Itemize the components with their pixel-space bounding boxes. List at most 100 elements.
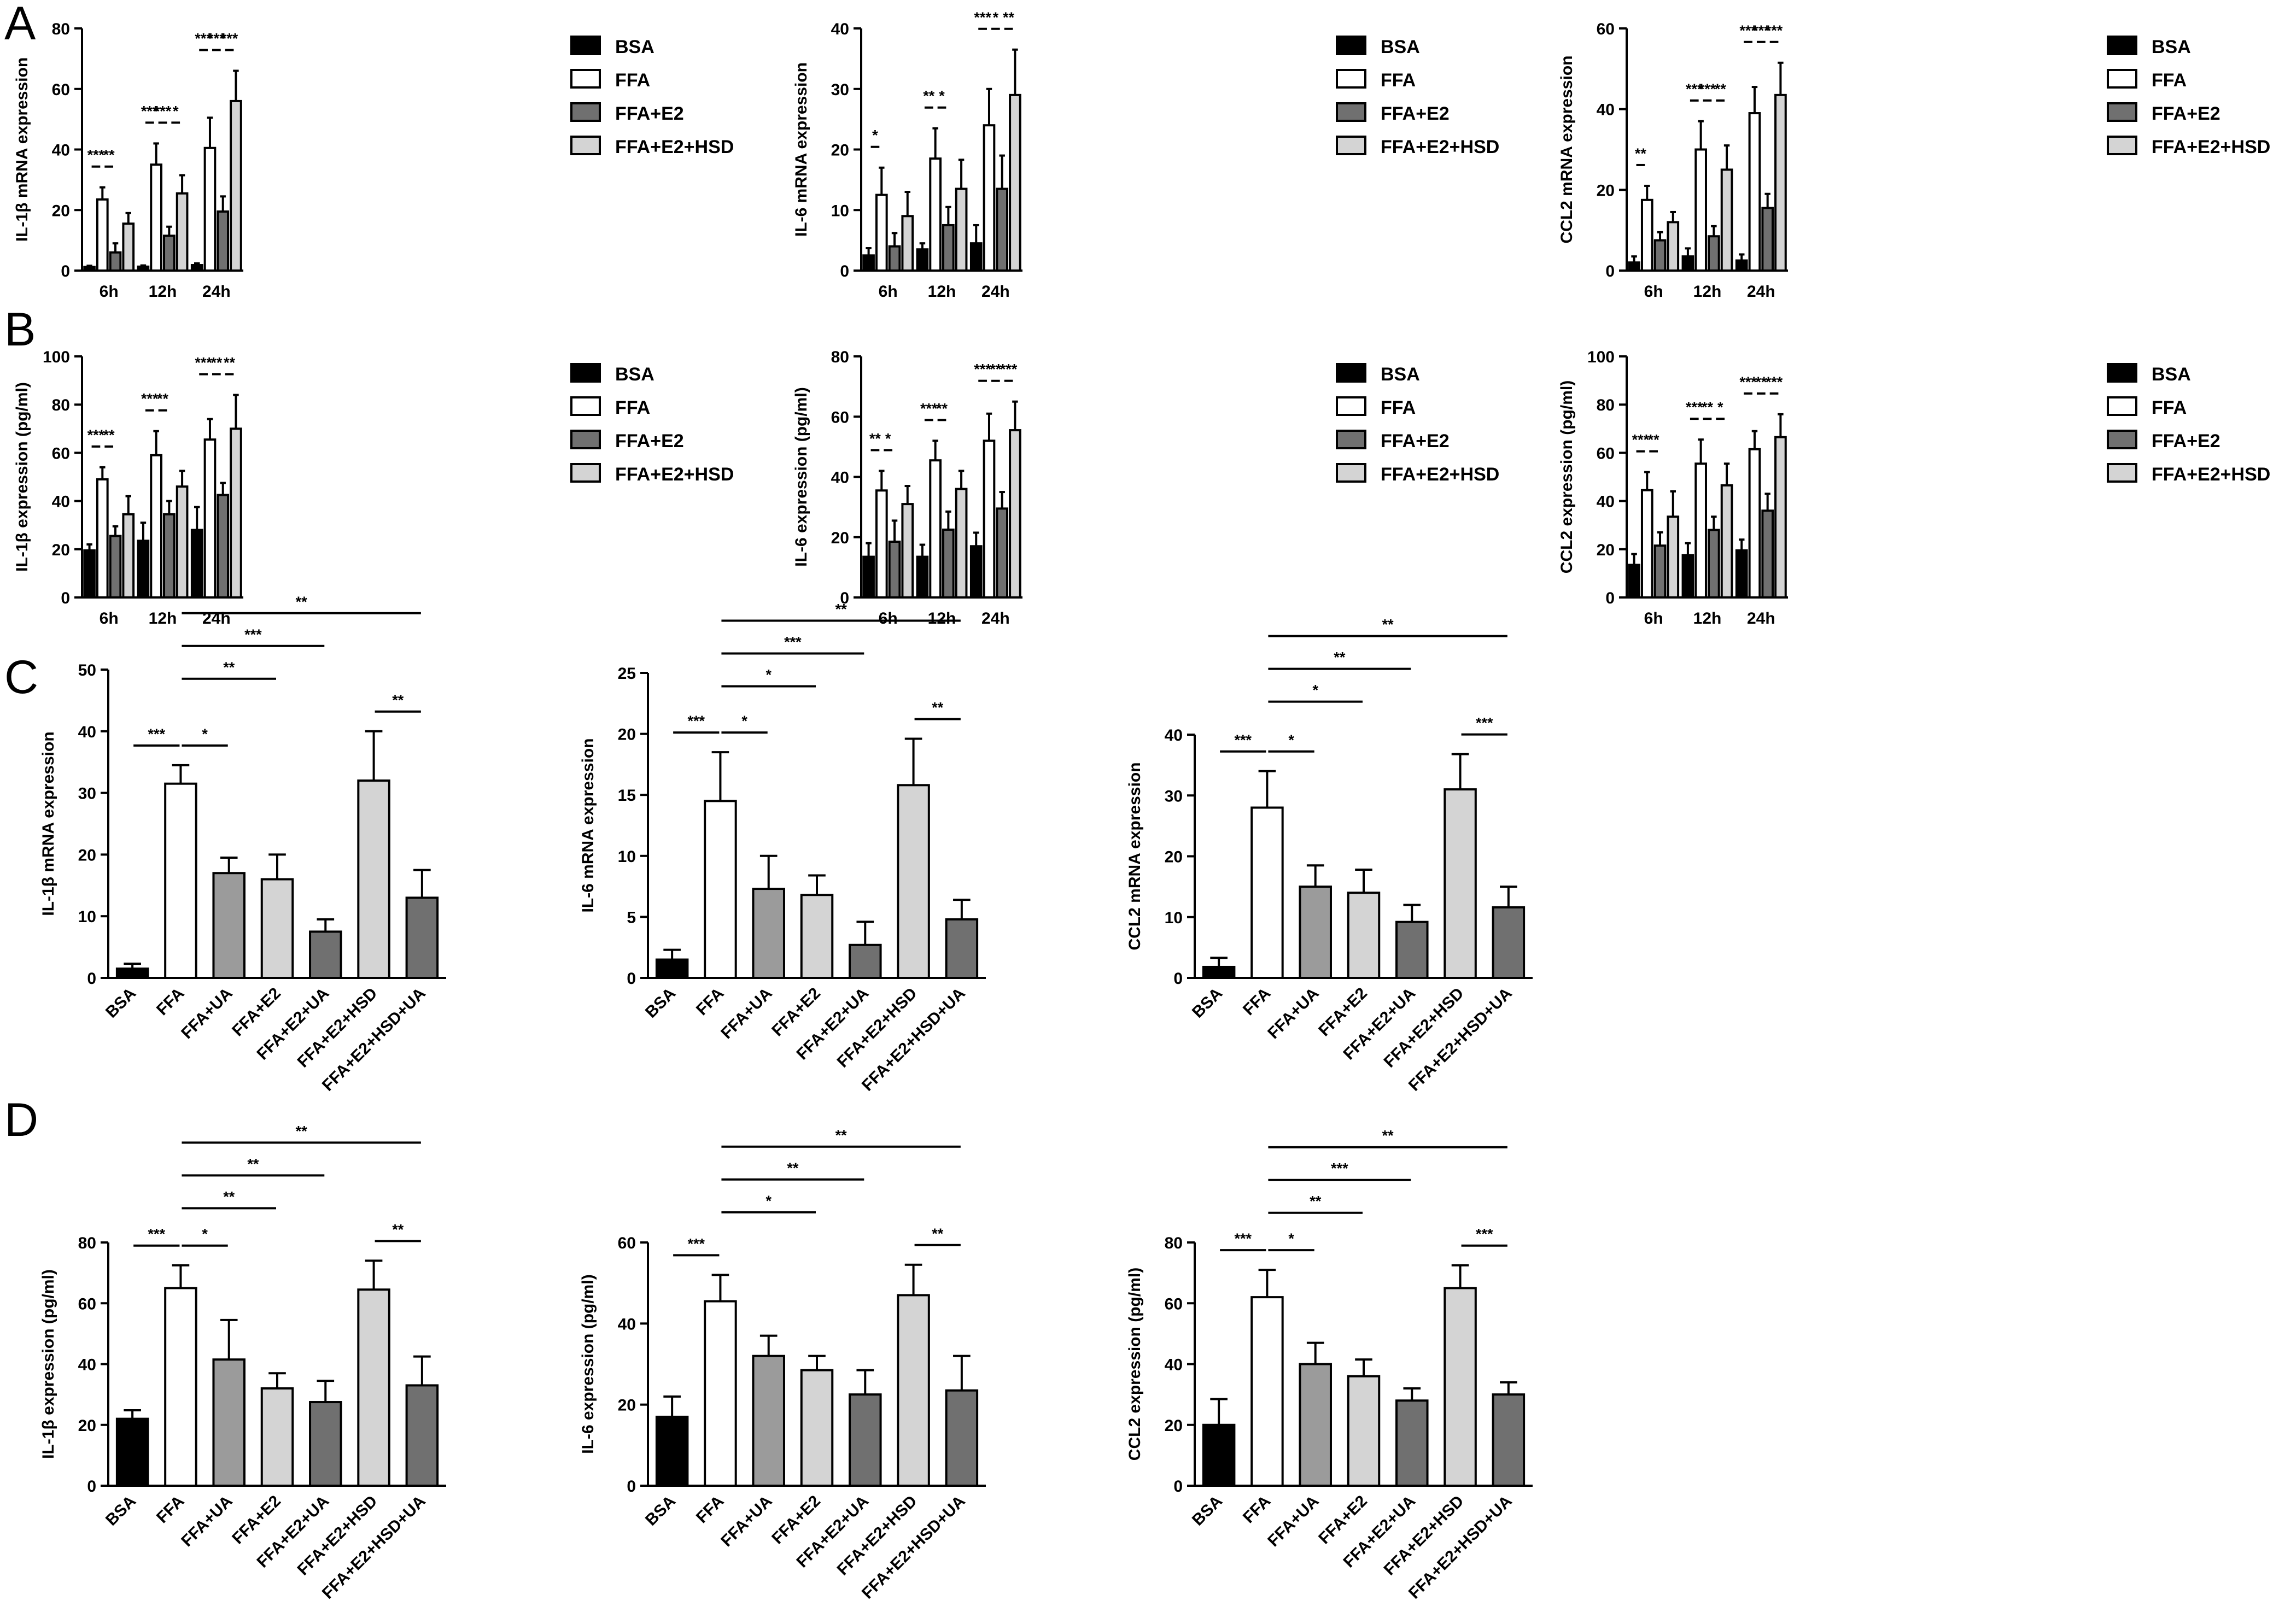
bar [875, 489, 888, 599]
legend-swatch [570, 363, 601, 383]
legend-swatch [1336, 69, 1366, 89]
legend-label: FFA+E2+HSD [2152, 464, 2270, 485]
legend-swatch [2107, 69, 2137, 89]
y-tick-label: 10 [1165, 909, 1183, 927]
x-tick-label: FFA+UA [717, 984, 775, 1042]
significance-label: ** [223, 1188, 235, 1205]
chart-d1: 0 20 40 60 80 IL-1β expression (pg/ml) BSA FFAF… [39, 1123, 446, 1603]
significance-label: *** [974, 361, 991, 378]
y-axis-title: IL-1β expression (pg/ml) [39, 1269, 57, 1459]
bar [969, 545, 983, 599]
y-tick-label: 40 [78, 723, 96, 741]
significance-label: *** [784, 634, 802, 650]
bar [190, 529, 203, 599]
legend-swatch [1336, 463, 1366, 483]
bar [1653, 544, 1667, 599]
bar [901, 215, 914, 272]
legend-swatch [570, 396, 601, 416]
bar [164, 1287, 197, 1487]
significance-label: ** [1382, 617, 1394, 633]
legend-label: FFA+E2+HSD [2152, 137, 2270, 157]
bar [109, 251, 122, 272]
y-tick-label: 20 [1165, 1417, 1183, 1435]
y-tick-label: 20 [831, 529, 849, 547]
y-tick-label: 40 [1597, 101, 1615, 119]
legend-swatch [2107, 102, 2137, 122]
y-tick-label: 80 [1597, 396, 1615, 414]
legend-label: FFA+E2 [2152, 103, 2220, 124]
chart-b2: 0 20 40 60 80 IL-6 expression (pg/ml) 6h 12h 24h… [792, 348, 1499, 628]
significance-label: *** [688, 713, 705, 729]
y-tick-label: 40 [52, 493, 70, 511]
bar [1735, 549, 1748, 599]
bar [916, 555, 929, 599]
x-tick-label: FFA+UA [1264, 984, 1322, 1042]
panel-label-d: D [4, 1094, 38, 1146]
x-tick-label: 24h [981, 283, 1010, 301]
y-tick-label: 60 [52, 81, 70, 99]
y-tick-label: 60 [1597, 20, 1615, 38]
significance-label: ** [224, 355, 236, 371]
legend-label: FFA [615, 397, 650, 418]
y-tick-label: 40 [618, 1315, 636, 1333]
significance-label: ** [223, 659, 235, 676]
legend-label: FFA [1381, 397, 1416, 418]
bar [115, 968, 149, 979]
bar [955, 187, 968, 272]
chart-d2: 0 20 40 60 IL-6 expression (pg/ml) BSA FFAFFA+… [579, 1127, 986, 1603]
significance-label: ** [1715, 81, 1727, 97]
legend-swatch [570, 36, 601, 55]
legend: BSA FFA FFA+E2 FFA+E2+HSD [570, 363, 734, 485]
bar [1444, 788, 1477, 979]
significance-label: *** [244, 626, 262, 643]
significance-label: ** [1003, 9, 1015, 26]
legend: BSA FFA FFA+E2 FFA+E2+HSD [1336, 36, 1499, 157]
bar [969, 242, 983, 272]
bar [96, 198, 109, 272]
bar [1202, 965, 1236, 979]
y-tick-label: 5 [627, 908, 636, 927]
bar [655, 958, 689, 980]
legend-label: FFA+E2+HSD [615, 464, 734, 485]
bar [176, 485, 189, 599]
bar [929, 459, 942, 599]
panel-label-b: B [4, 303, 36, 356]
bar [1628, 564, 1640, 599]
y-tick-label: 60 [1165, 1295, 1183, 1313]
bar [96, 478, 109, 599]
legend-swatch [2107, 36, 2137, 55]
bar [109, 535, 122, 599]
bar [916, 248, 929, 272]
bar [357, 779, 390, 980]
bar [260, 878, 294, 980]
significance-label: * [939, 88, 945, 104]
significance-label: *** [1476, 715, 1493, 731]
significance-label: ** [932, 700, 944, 716]
significance-label: ** [1635, 145, 1647, 162]
bar [1720, 168, 1733, 272]
x-tick-label: FFA+UA [178, 1492, 236, 1550]
y-tick-label: 20 [831, 142, 849, 160]
significance-label: *** [974, 9, 991, 26]
bar [83, 549, 96, 599]
y-tick-label: 15 [618, 787, 636, 805]
x-tick-label: FFA [1240, 1492, 1274, 1527]
significance-label: * [202, 726, 208, 742]
legend-label: FFA [615, 70, 650, 91]
significance-label: *** [141, 391, 159, 407]
y-tick-label: 10 [831, 202, 849, 220]
bar [942, 528, 955, 599]
y-tick-label: 20 [618, 726, 636, 744]
significance-label: *** [87, 147, 105, 163]
x-tick-label: BSA [642, 1492, 679, 1529]
y-tick-label: 0 [61, 589, 70, 607]
x-tick-label: 12h [149, 609, 177, 628]
bar [1395, 1399, 1429, 1487]
significance-label: *** [1686, 81, 1703, 97]
significance-label: *** [208, 31, 225, 47]
bar [357, 1288, 390, 1487]
y-tick-label: 60 [52, 444, 70, 462]
x-tick-label: 6h [100, 609, 119, 628]
legend-swatch [1336, 430, 1366, 449]
x-tick-label: 6h [879, 609, 898, 628]
